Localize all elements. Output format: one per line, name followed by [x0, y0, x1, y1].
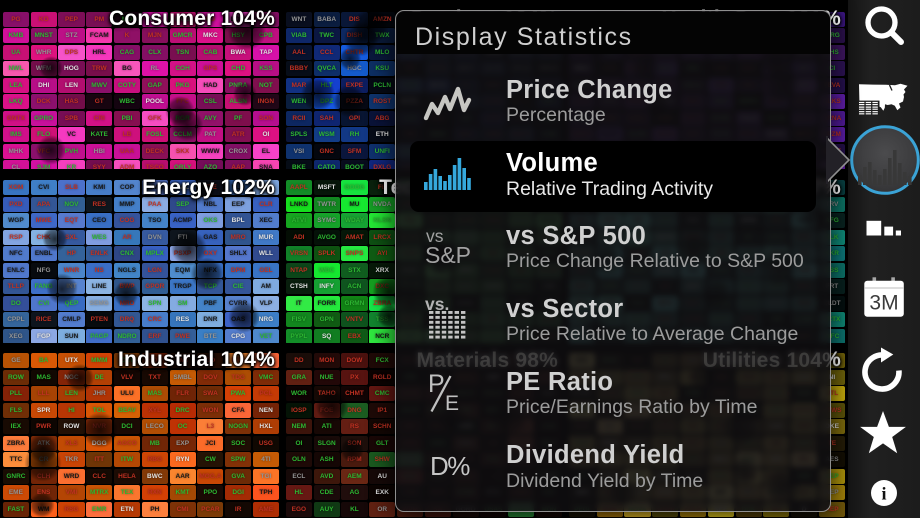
- svg-text:3M: 3M: [869, 292, 898, 315]
- svg-text:i: i: [881, 484, 886, 504]
